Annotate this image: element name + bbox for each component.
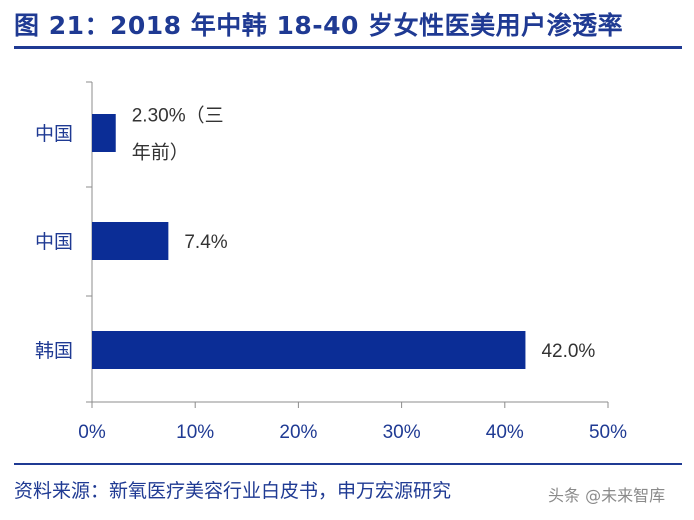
source-divider xyxy=(14,463,682,465)
chart-title: 图 21：2018 年中韩 18-40 岁女性医美用户渗透率 xyxy=(14,11,624,40)
bar xyxy=(92,114,116,152)
source-note: 资料来源：新氧医疗美容行业白皮书，申万宏源研究 xyxy=(14,480,452,502)
data-label: 7.4% xyxy=(184,232,227,253)
x-tick-label: 40% xyxy=(486,422,524,443)
data-label: 年前） xyxy=(132,142,189,164)
y-category-label: 中国 xyxy=(35,231,73,253)
bar xyxy=(92,331,526,369)
x-tick-label: 0% xyxy=(78,422,106,443)
x-tick-label: 20% xyxy=(279,422,317,443)
x-tick-label: 10% xyxy=(176,422,214,443)
title-underline xyxy=(14,46,682,49)
x-tick-label: 30% xyxy=(383,422,421,443)
bar xyxy=(92,222,169,260)
y-category-label: 中国 xyxy=(35,123,73,145)
data-label: 2.30%（三 xyxy=(132,105,224,127)
watermark: 头条 @未来智库 xyxy=(548,486,666,505)
y-category-label: 韩国 xyxy=(35,340,73,362)
x-tick-label: 50% xyxy=(589,422,627,443)
data-label: 42.0% xyxy=(541,341,595,362)
bar-chart: 0% 10% 20% 30% 40% 50% 中国 2.30%（三年前） 中国 7.4% 韩国 42.… xyxy=(35,81,627,443)
